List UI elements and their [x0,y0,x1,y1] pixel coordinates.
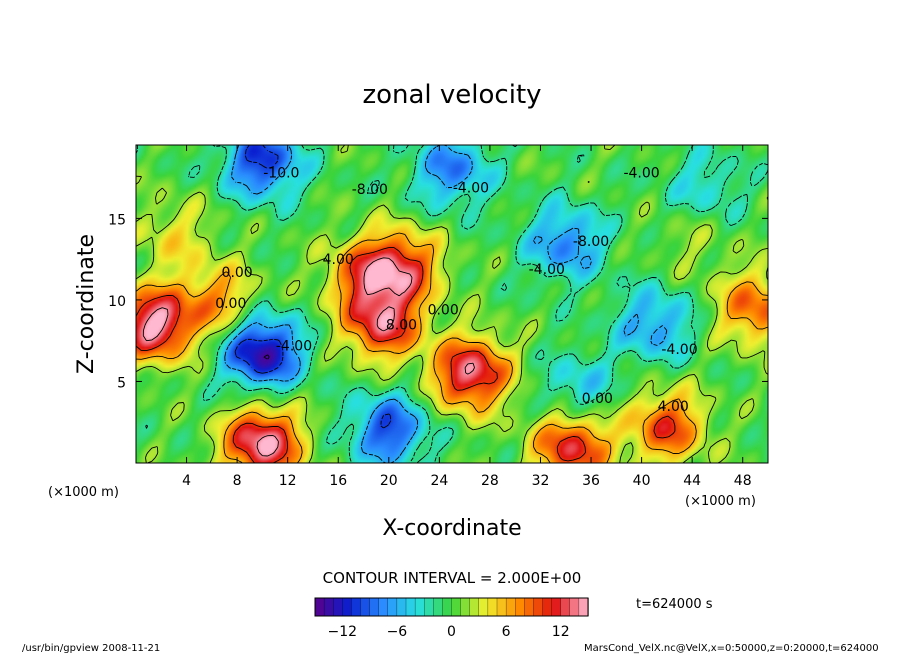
x-tick-label: 20 [380,473,398,489]
contour-level [224,145,668,463]
x-tick-label: 24 [430,473,448,489]
colorbar-tick-label: −6 [387,624,408,640]
colorbar-cell [424,597,434,617]
contour-level [136,232,768,463]
colorbar-cell [323,597,334,617]
colorbar-cell [542,597,553,617]
y-axis-label: Z-coordinate [74,234,99,374]
contour-label: -8.00 [352,182,388,198]
colorbar-cell [387,597,398,617]
plot-area: -10.0 -8.00 -4.00 -4.00 -8.00 -4.00 4.00 0.00 0.… [135,144,769,464]
contour-level [142,257,475,457]
x-axis-ticks: 4 8 12 16 20 24 28 32 36 40 44 48 [182,145,752,489]
contour-label: -8.00 [573,234,609,250]
colorbar-tick-label: −12 [328,624,358,640]
y-axis-ticks: 5 10 15 [108,212,768,391]
x-tick-label: 32 [532,473,550,489]
colorbar-cell [469,597,480,617]
colorbar-cell [351,597,362,617]
contour-level [136,145,768,463]
colorbar-cell [515,597,525,617]
colorbar-cell [487,597,498,617]
colorbar-cell [578,597,589,617]
y-tick-label: 10 [108,294,126,310]
colorbar-cell [433,597,444,617]
contour-label: -4.00 [661,342,697,358]
colorbar-cell [569,597,580,617]
y-unit-label: (×1000 m) [48,485,119,500]
footer-left: /usr/bin/gpview 2008-11-21 [22,643,160,654]
chart-title: zonal velocity [362,80,541,110]
colorbar-cell [314,597,325,617]
x-axis-label: X-coordinate [382,516,521,541]
footer-right: MarsCond_VelX.nc@VelX,x=0:50000,z=0:2000… [584,643,879,654]
colorbar-cell [505,597,516,617]
heatmap-field [136,145,768,463]
contour-level [234,145,392,429]
x-tick-label: 12 [279,473,297,489]
x-tick-label: 40 [633,473,651,489]
contour-label: -4.00 [529,262,565,278]
colorbar-tick-label: 12 [552,624,570,640]
colorbar-cell [396,597,407,617]
colorbar-cell [333,597,343,617]
colorbar-cell [378,597,389,617]
x-tick-label: 48 [734,473,752,489]
colorbar-cell [369,597,380,617]
contour-level [136,145,768,463]
contour-level [263,354,270,360]
colorbar-cell [460,597,471,617]
colorbar-cell [496,597,507,617]
colorbar-cell [560,597,571,617]
contour-label: 0.00 [215,296,246,312]
x-tick-label: 8 [233,473,242,489]
contour-label: 8.00 [386,317,417,333]
y-tick-label: 5 [117,375,126,391]
contour-label: -10.0 [263,166,299,182]
colorbar-cell [478,597,489,617]
colorbar-cell [442,597,453,617]
x-tick-label: 4 [182,473,191,489]
colorbar-cell [342,597,353,617]
colorbar-cell [414,597,425,617]
contour-label: -4.00 [623,166,659,182]
colorbar-cell [405,597,416,617]
x-unit-label: (×1000 m) [685,494,756,509]
x-tick-label: 16 [329,473,347,489]
contour-label: -4.00 [276,339,312,355]
contour-level [136,247,676,463]
x-tick-label: 28 [481,473,499,489]
colorbar-cell [524,597,535,617]
colorbar-cell [551,597,562,617]
contour-label: 0.00 [222,265,253,281]
contour-label: 4.00 [658,399,689,415]
colorbar-tick-label: 0 [447,624,456,640]
contour-interval-label: CONTOUR INTERVAL = 2.000E+00 [323,569,582,587]
time-label: t=624000 s [636,597,713,612]
colorbar-cell [451,597,462,617]
contour-label: 0.00 [582,391,613,407]
plot-frame [135,144,769,464]
contour-label: 4.00 [323,252,354,268]
contour-label: -4.00 [453,180,489,196]
y-tick-label: 15 [108,212,126,228]
contour-labels: -10.0 -8.00 -4.00 -4.00 -8.00 -4.00 4.00 0.00 0.… [215,166,697,415]
colorbar: −12 −6 0 6 12 [314,597,589,640]
colorbar-cell [533,597,544,617]
x-tick-label: 36 [582,473,600,489]
colorbar-cell [360,597,371,617]
x-tick-label: 44 [683,473,701,489]
colorbar-tick-label: 6 [502,624,511,640]
contour-label: 0.00 [428,303,459,319]
contour-lines [136,145,768,463]
